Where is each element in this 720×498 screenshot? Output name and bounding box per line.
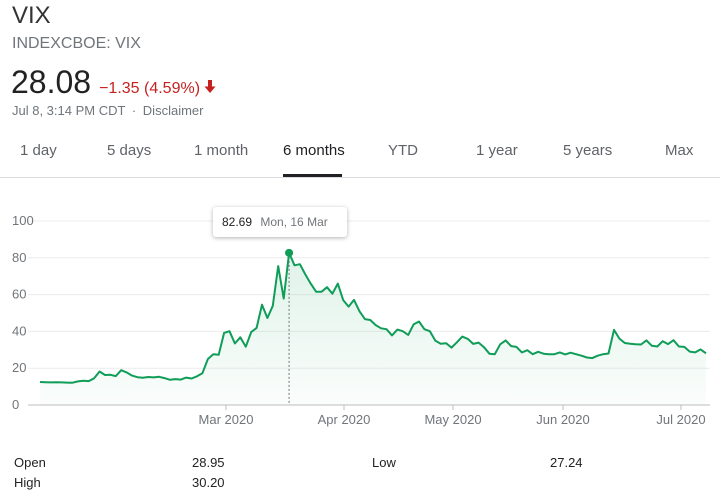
tooltip-value: 82.69	[222, 215, 253, 229]
open-value: 28.95	[192, 455, 225, 470]
y-tick-label: 20	[12, 360, 26, 375]
low-label: Low	[372, 455, 396, 470]
tooltip-date: Mon, 16 Mar	[260, 215, 328, 229]
separator: ·	[131, 103, 137, 118]
high-label: High	[14, 475, 41, 490]
y-tick-label: 40	[12, 323, 26, 338]
x-tick-label: Mar 2020	[199, 412, 254, 427]
tab-5-years[interactable]: 5 years	[563, 142, 613, 159]
x-tick-label: May 2020	[424, 412, 481, 427]
range-tabs: 1 day 5 days 1 month 6 months YTD 1 year…	[0, 134, 720, 178]
exchange-name: INDEXCBOE: VIX	[12, 35, 141, 52]
hover-point	[285, 248, 294, 257]
x-tick-label: Jul 2020	[656, 412, 705, 427]
disclaimer-link[interactable]: Disclaimer	[142, 103, 204, 118]
tab-6-months[interactable]: 6 months	[283, 142, 345, 159]
open-label: Open	[14, 455, 46, 470]
tab-max[interactable]: Max	[665, 142, 694, 159]
high-value: 30.20	[192, 475, 225, 490]
ticker-symbol: VIX	[12, 2, 51, 29]
arrow-down-icon	[204, 80, 216, 98]
price-chart[interactable]: 0 20 40 60 80 100 Mar 2020 Apr 2020 May 2020 Jun…	[0, 190, 720, 440]
y-tick-label: 0	[12, 397, 19, 412]
timestamp: Jul 8, 3:14 PM CDT	[12, 103, 126, 118]
current-price: 28.08	[11, 64, 92, 100]
price-line	[39, 251, 707, 384]
y-tick-label: 60	[12, 287, 26, 302]
tab-1-month[interactable]: 1 month	[194, 142, 249, 159]
tab-ytd[interactable]: YTD	[388, 142, 418, 159]
x-tick-label: Apr 2020	[318, 412, 371, 427]
price-change: −1.35 (4.59%)	[99, 80, 201, 97]
price-area	[40, 252, 706, 405]
y-tick-label: 80	[12, 250, 26, 265]
tab-1-year[interactable]: 1 year	[476, 142, 518, 159]
timestamp-row: Jul 8, 3:14 PM CDT · Disclaimer	[12, 103, 203, 118]
price-tooltip: 82.69 Mon, 16 Mar	[213, 207, 347, 237]
tab-1-day[interactable]: 1 day	[20, 142, 57, 159]
y-tick-label: 100	[12, 213, 34, 228]
price-row: 28.08 −1.35 (4.59%)	[11, 64, 216, 101]
active-tab-indicator	[283, 174, 342, 177]
tab-5-days[interactable]: 5 days	[107, 142, 152, 159]
x-tick-label: Jun 2020	[536, 412, 590, 427]
low-value: 27.24	[550, 455, 583, 470]
